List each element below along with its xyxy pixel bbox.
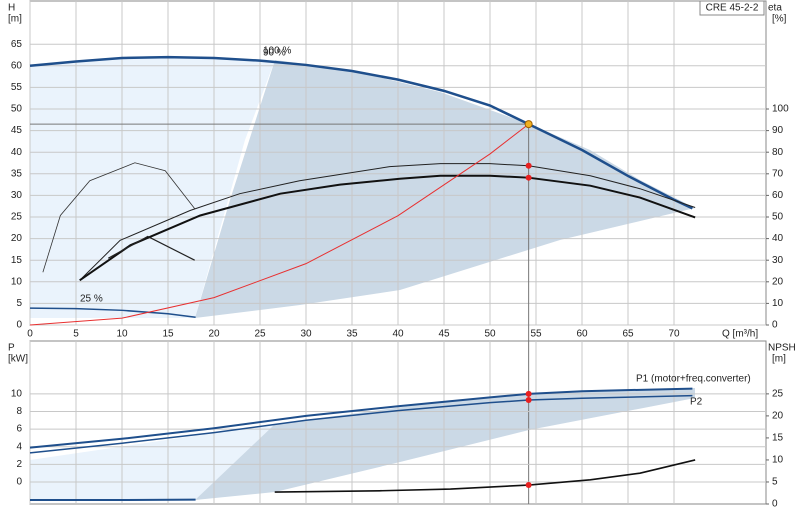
x-tick-label: 60 <box>576 329 588 340</box>
curve-label: P1 (motor+freq.converter) <box>636 374 751 385</box>
y-tick-label: 60 <box>11 60 23 71</box>
x-axis-label: Q [m³/h] <box>722 329 758 340</box>
y-tick-label: 65 <box>11 39 23 50</box>
y2-tick-label: 20 <box>772 276 784 287</box>
x-tick-label: 20 <box>208 329 220 340</box>
x-tick-label: 15 <box>162 329 174 340</box>
y-tick-label: 8 <box>16 406 22 417</box>
title-box <box>699 0 765 16</box>
y-tick-label: 6 <box>16 424 22 435</box>
y-tick-label: 2 <box>16 459 22 470</box>
x-tick-label: 30 <box>300 329 312 340</box>
y-tick-label: 10 <box>11 276 23 287</box>
y2-tick-label: 80 <box>772 147 784 158</box>
y2-tick-label: 100 <box>772 104 789 115</box>
y2-tick-label: 30 <box>772 255 784 266</box>
curve <box>79 174 696 282</box>
y2-axis-unit: [%] <box>772 14 787 25</box>
x-tick-label: 35 <box>346 329 358 340</box>
y2-axis-unit: [m] <box>772 354 786 365</box>
curve <box>29 55 693 210</box>
y2-tick-label: 10 <box>772 455 784 466</box>
y-tick-label: 15 <box>11 255 23 266</box>
y-tick-label: 30 <box>11 190 23 201</box>
y-axis-label: H <box>8 3 15 14</box>
y2-tick-label: 5 <box>772 477 778 488</box>
curve-label: 100 % <box>263 46 291 57</box>
x-tick-label: 50 <box>484 329 496 340</box>
y-tick-label: 0 <box>16 320 22 331</box>
x-tick-label: 25 <box>254 329 266 340</box>
y2-tick-label: 10 <box>772 298 784 309</box>
curve-label: 25 % <box>80 294 103 305</box>
y2-tick-label: 15 <box>772 433 784 444</box>
curve <box>29 394 693 454</box>
y2-axis-label: eta <box>768 3 782 14</box>
y-tick-label: 45 <box>11 125 23 136</box>
curve <box>29 307 196 318</box>
y-tick-label: 0 <box>16 477 22 488</box>
range-area <box>195 60 695 318</box>
y-tick-label: 20 <box>11 233 23 244</box>
x-tick-label: 5 <box>73 329 79 340</box>
y-tick-label: 40 <box>11 147 23 158</box>
y2-tick-label: 40 <box>772 233 784 244</box>
x-tick-label: 0 <box>27 329 33 340</box>
curve <box>81 163 696 279</box>
y2-tick-label: 0 <box>772 320 778 331</box>
y2-tick-label: 60 <box>772 190 784 201</box>
curve-label: 90 % <box>263 48 286 59</box>
range-area <box>195 388 695 500</box>
y-tick-label: 50 <box>11 104 23 115</box>
curve-label: P2 <box>690 397 703 408</box>
duty-marker <box>525 397 532 404</box>
y-tick-label: 4 <box>16 441 22 452</box>
curve <box>42 162 195 273</box>
duty-marker <box>525 390 532 397</box>
x-tick-label: 10 <box>116 329 128 340</box>
y-tick-label: 35 <box>11 168 23 179</box>
duty-marker <box>525 174 532 181</box>
operating-point <box>524 120 533 129</box>
x-tick-label: 40 <box>392 329 404 340</box>
y-tick-label: 10 <box>11 389 23 400</box>
chart-title: CRE 45-2-2 <box>706 3 759 14</box>
y-axis-label: P <box>8 343 15 354</box>
duty-marker <box>525 162 532 169</box>
y-tick-label: 25 <box>11 212 23 223</box>
y2-axis-label: NPSH <box>768 343 796 354</box>
curve <box>29 387 693 449</box>
y2-tick-label: 25 <box>772 389 784 400</box>
y2-tick-label: 70 <box>772 168 784 179</box>
y-tick-label: 55 <box>11 82 23 93</box>
x-tick-label: 70 <box>668 329 680 340</box>
y2-tick-label: 0 <box>772 499 778 510</box>
x-tick-label: 65 <box>622 329 634 340</box>
y2-tick-label: 20 <box>772 411 784 422</box>
y-axis-unit: [kW] <box>8 354 28 365</box>
y-tick-label: 5 <box>16 298 22 309</box>
y2-tick-label: 50 <box>772 212 784 223</box>
y-axis-unit: [m] <box>8 14 22 25</box>
x-tick-label: 45 <box>438 329 450 340</box>
curve <box>29 123 529 326</box>
curve <box>107 235 195 261</box>
y2-tick-label: 90 <box>772 125 784 136</box>
duty-marker <box>525 482 532 489</box>
x-tick-label: 55 <box>530 329 542 340</box>
